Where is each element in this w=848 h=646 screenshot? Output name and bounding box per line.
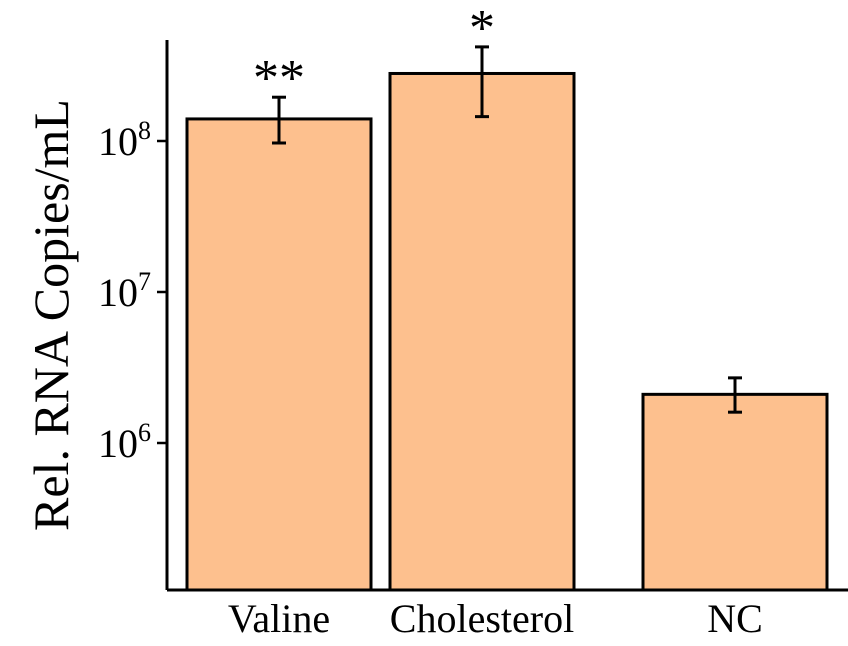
x-tick-labels: Valine Cholesterol NC bbox=[228, 596, 763, 641]
x-tick-label-cholesterol: Cholesterol bbox=[390, 596, 574, 641]
y-axis-label: Rel. RNA Copies/mL bbox=[23, 99, 79, 531]
significance-annotations: *** bbox=[253, 0, 495, 107]
y-tick-label-exponent: 6 bbox=[138, 418, 151, 447]
x-tick-label-nc: NC bbox=[707, 596, 763, 641]
y-tick-label-base: 10 bbox=[98, 270, 138, 315]
error-bar-valine bbox=[272, 95, 286, 145]
bar-nc bbox=[641, 392, 829, 592]
error-bar-cholesterol bbox=[475, 45, 489, 119]
error-bars-layer bbox=[272, 45, 742, 414]
y-tick-label-base: 10 bbox=[98, 119, 138, 164]
bar-valine bbox=[185, 117, 373, 592]
y-tick-label-base: 10 bbox=[98, 421, 138, 466]
x-tick-label-valine: Valine bbox=[228, 596, 330, 641]
y-tick-label-2: 108 bbox=[98, 116, 151, 164]
bar-cholesterol bbox=[388, 71, 576, 592]
y-tick-label-0: 106 bbox=[98, 418, 151, 466]
significance-valine: ** bbox=[253, 50, 305, 107]
bars-layer bbox=[185, 71, 829, 592]
y-tick-label-exponent: 7 bbox=[138, 267, 151, 296]
y-tick-label-exponent: 8 bbox=[138, 116, 151, 145]
significance-cholesterol: * bbox=[469, 0, 495, 57]
error-bar-nc bbox=[728, 376, 742, 414]
y-tick-label-1: 107 bbox=[98, 267, 151, 315]
